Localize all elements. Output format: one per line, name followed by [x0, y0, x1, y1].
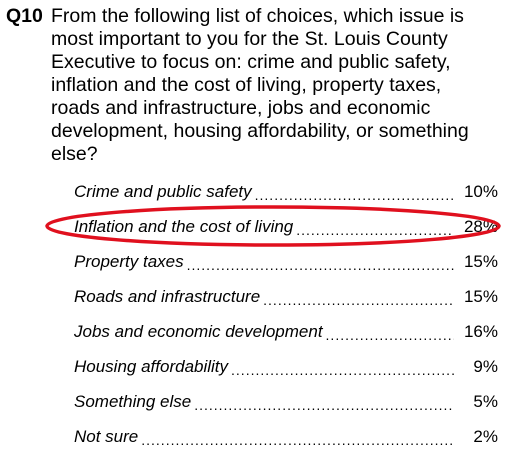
answer-percentage: 5% — [473, 391, 498, 411]
answer-percentage: 15% — [463, 286, 498, 306]
answer-list: Crime and public safety ................… — [74, 174, 498, 454]
dot-leader: ........................................… — [141, 431, 454, 448]
answer-label: Property taxes — [74, 251, 184, 271]
answer-percentage: 10% — [463, 181, 498, 201]
answer-percentage: 28% — [463, 216, 498, 236]
answer-row-roads: Roads and infrastructure ...............… — [74, 279, 498, 314]
dot-leader: ........................................… — [186, 256, 454, 273]
answer-label: Not sure — [74, 426, 139, 446]
answer-row-inflation: Inflation and the cost of living .......… — [74, 209, 498, 244]
answer-percentage: 16% — [463, 321, 498, 341]
answer-row-housing: Housing affordability ..................… — [74, 349, 498, 384]
question-number: Q10 — [6, 5, 43, 27]
answer-percentage: 2% — [473, 426, 498, 446]
answer-row-crime: Crime and public safety ................… — [74, 174, 498, 209]
answer-percentage: 15% — [463, 251, 498, 271]
answer-percentage: 9% — [473, 356, 498, 376]
dot-leader: ........................................… — [325, 326, 454, 343]
answer-label: Inflation and the cost of living — [74, 216, 294, 236]
dot-leader: ........................................… — [231, 361, 454, 378]
answer-label: Something else — [74, 391, 192, 411]
answer-row-not-sure: Not sure ...............................… — [74, 419, 498, 454]
answer-row-property-taxes: Property taxes .........................… — [74, 244, 498, 279]
dot-leader: ........................................… — [263, 291, 454, 308]
answer-label: Crime and public safety — [74, 181, 252, 201]
dot-leader: ........................................… — [296, 221, 454, 238]
dot-leader: ........................................… — [254, 186, 454, 203]
answer-label: Jobs and economic development — [74, 321, 323, 341]
answer-label: Roads and infrastructure — [74, 286, 261, 306]
dot-leader: ........................................… — [194, 396, 454, 413]
answer-row-something-else: Something else .........................… — [74, 384, 498, 419]
answer-label: Housing affordability — [74, 356, 229, 376]
question-text: From the following list of choices, whic… — [51, 5, 469, 165]
answer-row-jobs: Jobs and economic development ..........… — [74, 314, 498, 349]
